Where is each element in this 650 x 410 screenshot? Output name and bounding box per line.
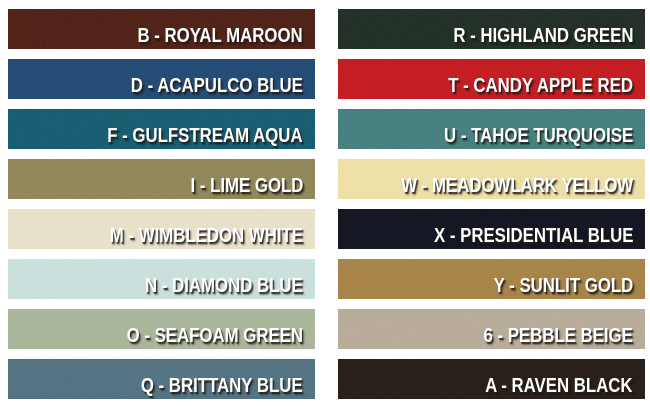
color-column-right: R - HIGHLAND GREEN T - CANDY APPLE RED U… <box>338 9 645 399</box>
swatch-royal-maroon: B - ROYAL MAROON <box>8 9 315 49</box>
swatch-brittany-blue: Q - BRITTANY BLUE <box>8 359 315 399</box>
swatch-label: W - MEADOWLARK YELLOW <box>400 175 633 197</box>
swatch-gulfstream-aqua: F - GULFSTREAM AQUA <box>8 109 315 149</box>
swatch-tahoe-turquoise: U - TAHOE TURQUOISE <box>338 109 645 149</box>
swatch-meadowlark-yellow: W - MEADOWLARK YELLOW <box>338 159 645 199</box>
swatch-acapulco-blue: D - ACAPULCO BLUE <box>8 59 315 99</box>
swatch-label: M - WIMBLEDON WHITE <box>109 225 303 247</box>
swatch-label: R - HIGHLAND GREEN <box>452 25 633 47</box>
swatch-label: Y - SUNLIT GOLD <box>493 275 633 297</box>
swatch-label: B - ROYAL MAROON <box>137 25 303 47</box>
swatch-pebble-beige: 6 - PEBBLE BEIGE <box>338 309 645 349</box>
swatch-label: N - DIAMOND BLUE <box>145 275 303 297</box>
swatch-label: F - GULFSTREAM AQUA <box>107 125 303 147</box>
swatch-label: X - PRESIDENTIAL BLUE <box>433 225 633 247</box>
swatch-highland-green: R - HIGHLAND GREEN <box>338 9 645 49</box>
swatch-label: A - RAVEN BLACK <box>485 375 633 397</box>
swatch-presidential-blue: X - PRESIDENTIAL BLUE <box>338 209 645 249</box>
swatch-label: D - ACAPULCO BLUE <box>130 75 303 97</box>
swatch-label: 6 - PEBBLE BEIGE <box>483 325 633 347</box>
swatch-sunlit-gold: Y - SUNLIT GOLD <box>338 259 645 299</box>
swatch-label: T - CANDY APPLE RED <box>448 75 633 97</box>
swatch-label: U - TAHOE TURQUOISE <box>443 125 633 147</box>
swatch-wimbledon-white: M - WIMBLEDON WHITE <box>8 209 315 249</box>
swatch-diamond-blue: N - DIAMOND BLUE <box>8 259 315 299</box>
swatch-label: O - SEAFOAM GREEN <box>126 325 303 347</box>
swatch-label: Q - BRITTANY BLUE <box>141 375 303 397</box>
swatch-candy-apple-red: T - CANDY APPLE RED <box>338 59 645 99</box>
swatch-label: I - LIME GOLD <box>190 175 303 197</box>
swatch-lime-gold: I - LIME GOLD <box>8 159 315 199</box>
color-column-left: B - ROYAL MAROON D - ACAPULCO BLUE F - G… <box>8 9 315 399</box>
swatch-seafoam-green: O - SEAFOAM GREEN <box>8 309 315 349</box>
paint-color-chart: B - ROYAL MAROON D - ACAPULCO BLUE F - G… <box>8 9 645 399</box>
swatch-raven-black: A - RAVEN BLACK <box>338 359 645 399</box>
